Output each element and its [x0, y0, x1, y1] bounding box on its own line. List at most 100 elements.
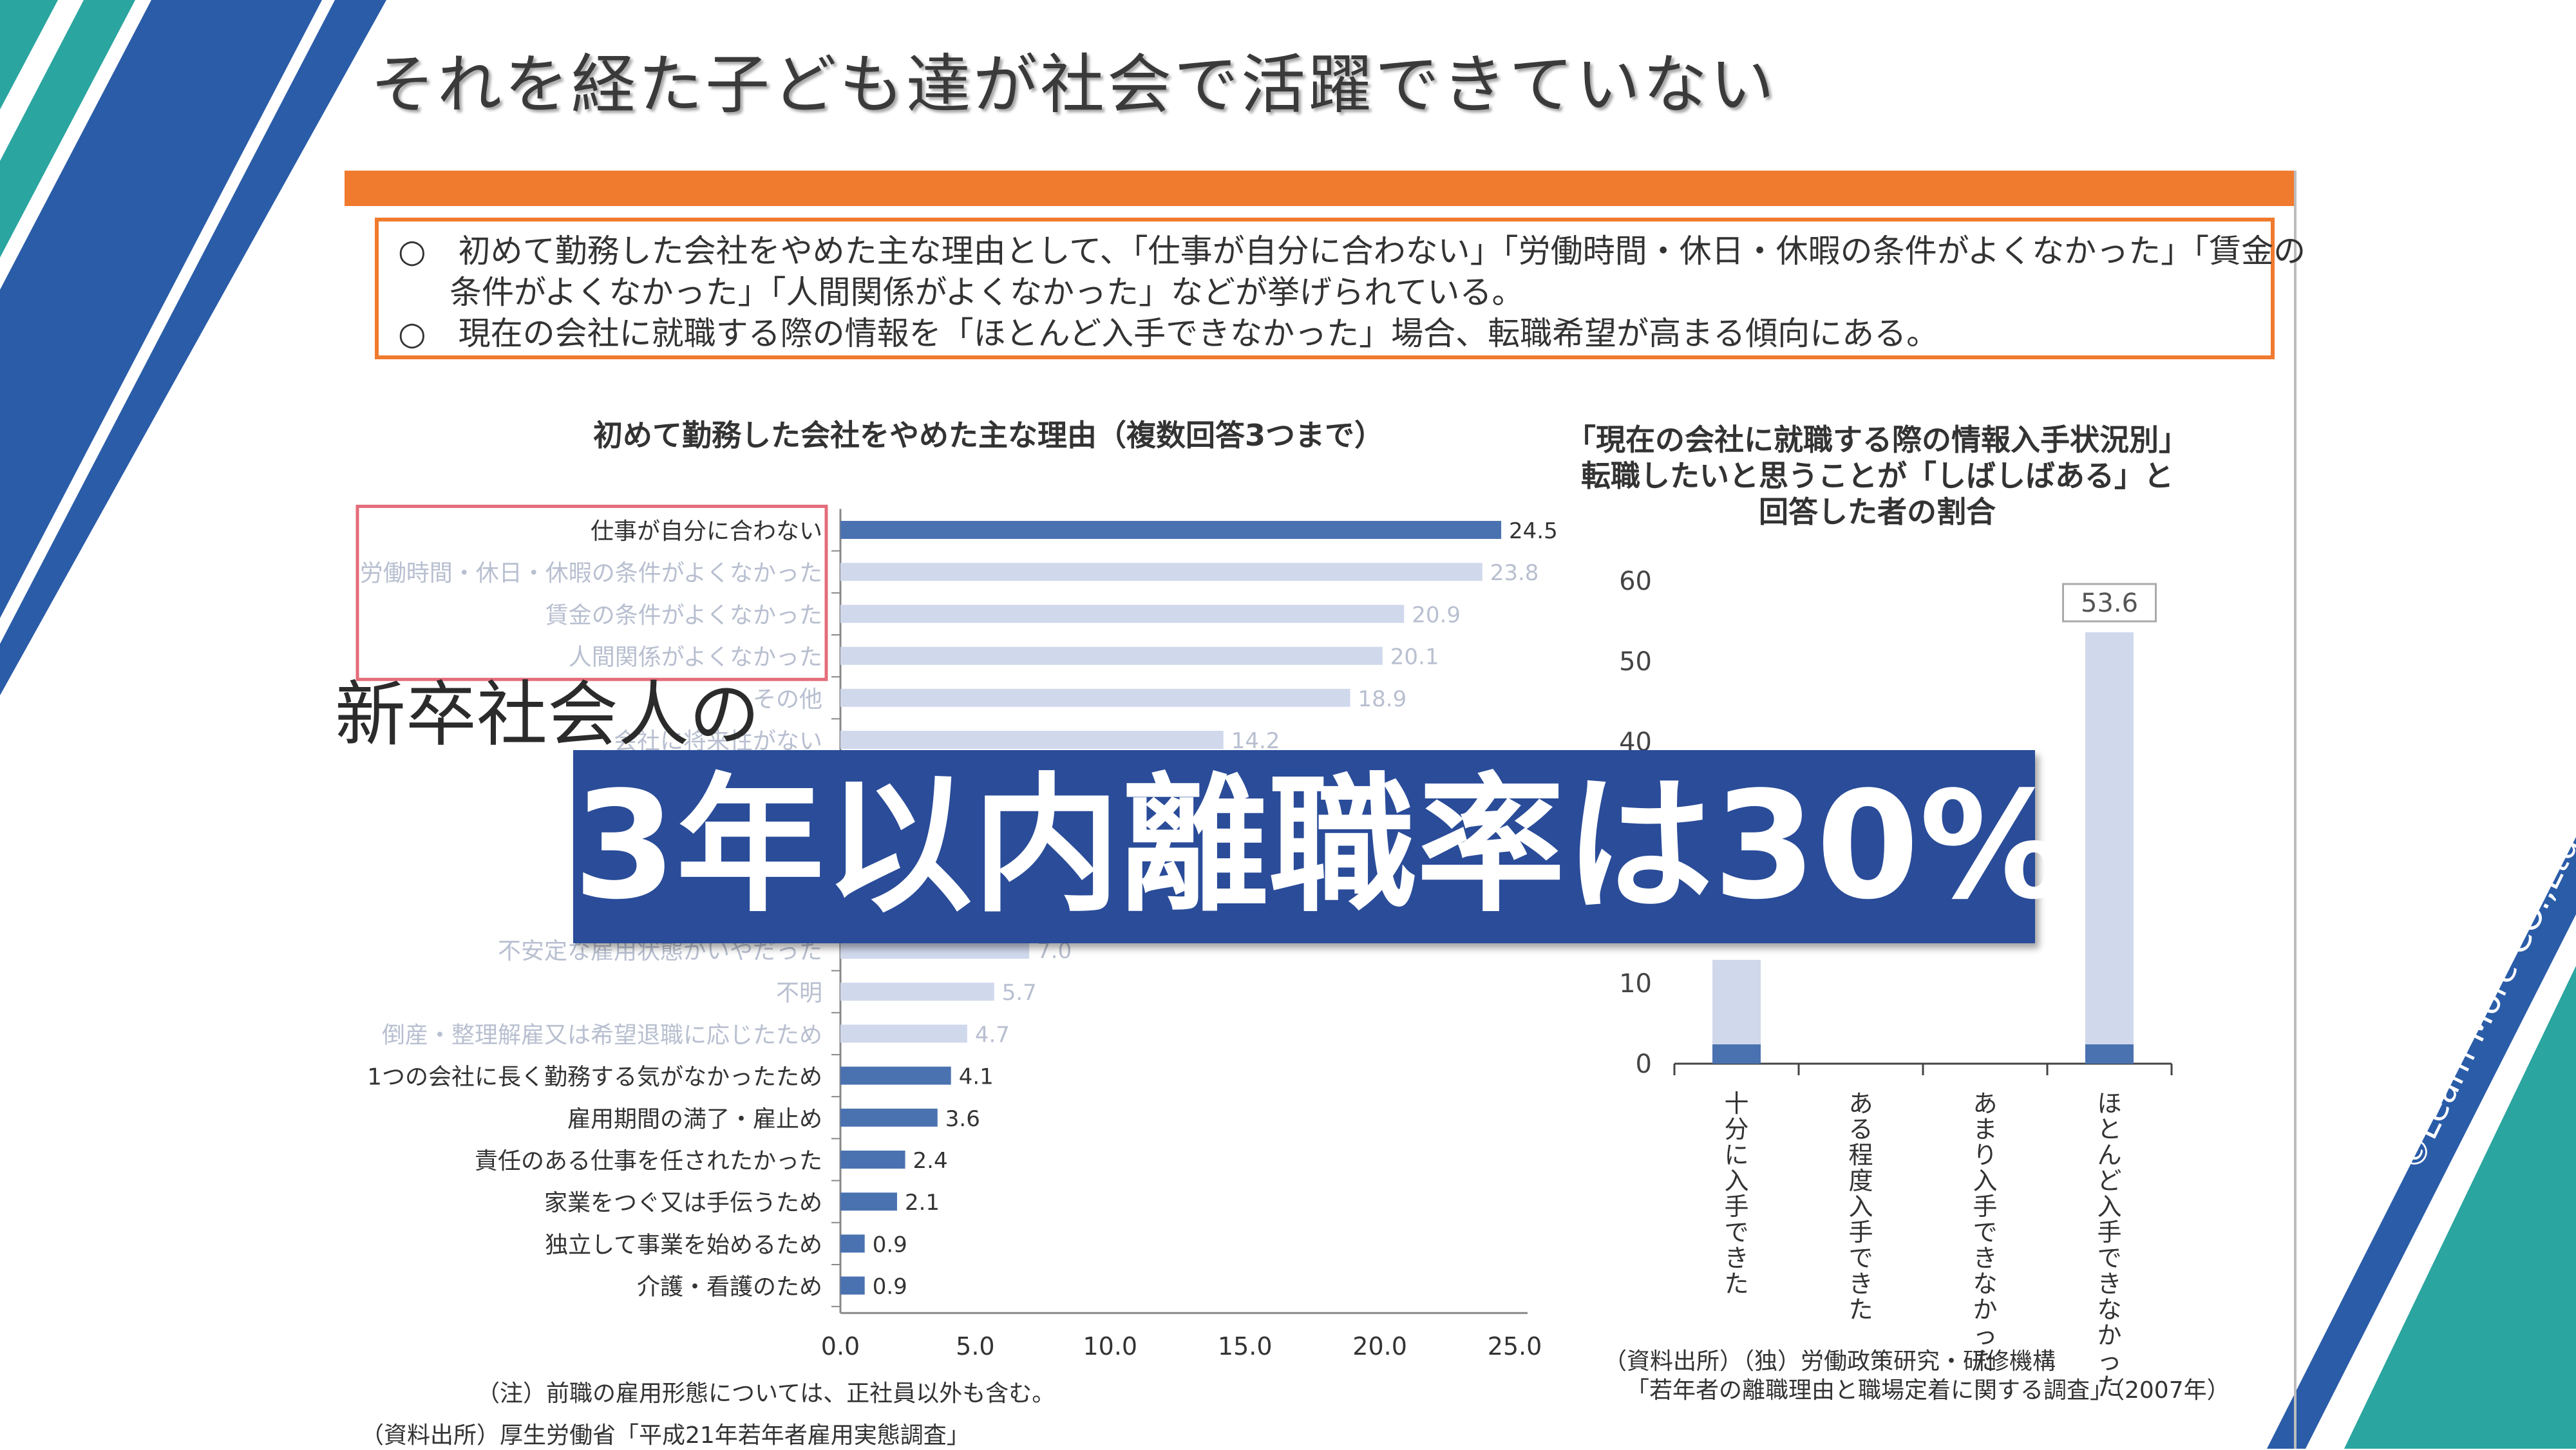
- category-label-0-char-3: 入: [1724, 1167, 1748, 1195]
- deco-stripes-right: [2267, 837, 2576, 1449]
- bar-17: [840, 1234, 865, 1253]
- category-label-3-char-1: と: [2097, 1115, 2121, 1144]
- bar-13: [840, 1066, 951, 1085]
- left-chart-source: （資料出所）厚生労働省「平成21年若年者雇用実態調査」: [361, 1422, 970, 1449]
- category-label-1-char-1: る: [1848, 1115, 1873, 1144]
- bar-16: [840, 1192, 897, 1211]
- category-label-4: その他: [753, 686, 822, 713]
- category-label-3-char-11: た: [2097, 1373, 2121, 1401]
- overlay-headline: 3年以内離職率は30%: [573, 760, 2068, 932]
- category-label-3-char-8: な: [2097, 1295, 2121, 1324]
- category-label-2-char-9: っ: [1973, 1321, 1997, 1350]
- category-label-0-char-6: き: [1724, 1244, 1748, 1272]
- category-label-18: 介護・看護のため: [637, 1274, 822, 1301]
- bar-value-label-14: 3.6: [945, 1106, 980, 1132]
- category-label-3-char-2: ん: [2097, 1141, 2121, 1169]
- category-label-0-char-0: 十: [1724, 1089, 1748, 1118]
- summary-line-2: 条件がよくなかった」「人間関係がよくなかった」などが挙げられている。: [450, 274, 1524, 311]
- right-chart-title-line-1: 「現在の会社に就職する際の情報入手状況別」: [1566, 422, 2188, 457]
- category-label-3-char-4: 入: [2097, 1192, 2121, 1221]
- category-label-12: 倒産・整理解雇又は希望退職に応じたため: [382, 1022, 822, 1048]
- bar-2: [840, 605, 1405, 623]
- category-label-15: 責任のある仕事を任されたかった: [475, 1148, 822, 1174]
- summary-box: ○ 初めて勤務した会社をやめた主な理由として、「仕事が自分に合わない」「労働時間…: [375, 218, 2306, 359]
- slide-title: それを経た子ども達が社会で活躍できていない: [370, 47, 1777, 122]
- bar-value-label-3: 20.1: [1390, 645, 1439, 670]
- bar-5: [840, 731, 1224, 749]
- bar-value-label-11: 5.7: [1002, 980, 1037, 1006]
- category-label-2-char-7: な: [1973, 1270, 1997, 1298]
- category-label-2-char-4: 手: [1973, 1192, 1997, 1221]
- summary-line-3: ○ 現在の会社に就職する際の情報を「ほとんど入手できなかった」場合、転職希望が高…: [398, 315, 1939, 352]
- category-label-1-char-7: き: [1848, 1270, 1873, 1298]
- category-label-1-char-0: あ: [1848, 1089, 1873, 1118]
- bar-12: [840, 1024, 967, 1043]
- category-label-3: 人間関係がよくなかった: [569, 645, 822, 671]
- bar-value-label-18: 0.9: [873, 1274, 907, 1300]
- bar-18: [840, 1276, 865, 1295]
- bar-base-3: [2085, 1044, 2134, 1064]
- category-label-1-char-3: 度: [1848, 1167, 1873, 1195]
- category-label-1-char-4: 入: [1848, 1192, 1873, 1221]
- bar-4: [840, 688, 1350, 707]
- right-chart-title-line-3: 回答した者の割合: [1759, 494, 1996, 529]
- category-label-2: 賃金の条件がよくなかった: [545, 602, 822, 628]
- bar-value-label-4: 18.9: [1358, 686, 1407, 712]
- bar-11: [840, 983, 994, 1001]
- bar-value-box-3: [2062, 583, 2157, 623]
- bar-value-label-13: 4.1: [959, 1064, 994, 1090]
- category-label-0: 仕事が自分に合わない: [591, 518, 822, 545]
- category-label-2-char-8: か: [1973, 1295, 1997, 1324]
- category-label-3-char-3: ど: [2097, 1167, 2121, 1195]
- category-label-0-char-5: で: [1724, 1218, 1748, 1247]
- category-label-3-char-0: ほ: [2097, 1089, 2121, 1118]
- bar-3: [840, 646, 1383, 665]
- y-tick-label-1: 10: [1619, 969, 1652, 999]
- category-label-11: 不明: [776, 980, 822, 1006]
- category-label-16: 家業をつぐ又は手伝うため: [544, 1190, 822, 1216]
- bar-value-label-1: 23.8: [1490, 560, 1539, 586]
- header-bar: [345, 171, 2296, 206]
- x-tick-label-1: 5.0: [956, 1332, 994, 1361]
- overlay-banner: [573, 750, 2035, 943]
- category-label-1-char-8: た: [1848, 1295, 1873, 1324]
- bar-14: [840, 1108, 938, 1127]
- category-label-2-char-2: り: [1973, 1141, 1997, 1169]
- y-tick-label-0: 0: [1636, 1050, 1652, 1079]
- overlay-subtitle: 新卒社会人の: [335, 673, 760, 756]
- frame-line: [2294, 171, 2297, 1449]
- right-chart-title: 「現在の会社に就職する際の情報入手状況別」 転職したいと思うことが「しばしばある…: [1539, 422, 2215, 530]
- bar-base-0: [1712, 1044, 1761, 1064]
- bar-value-label-12: 4.7: [975, 1022, 1010, 1048]
- deco-stripes-left: [0, 0, 386, 695]
- highlight-frame: [355, 504, 828, 681]
- category-label-14: 雇用期間の満了・雇止め: [567, 1106, 822, 1133]
- summary-line-1: ○ 初めて勤務した会社をやめた主な理由として、「仕事が自分に合わない」「労働時間…: [398, 232, 2306, 270]
- bar-0: [840, 521, 1502, 539]
- category-label-3-char-7: き: [2097, 1270, 2121, 1298]
- right-chart-title-line-2: 転職したいと思うことが「しばしばある」と: [1581, 458, 2174, 493]
- x-tick-label-4: 20.0: [1352, 1332, 1407, 1361]
- right-chart-source-2: 「若年者の離職理由と職場定着に関する調査」（2007年）: [1626, 1377, 2230, 1404]
- x-tick-label-5: 25.0: [1488, 1332, 1542, 1361]
- category-label-1: 労働時間・休日・休暇の条件がよくなかった: [360, 560, 822, 587]
- bar-3: [2085, 632, 2134, 1064]
- y-tick-label-6: 60: [1619, 567, 1652, 596]
- category-label-2-char-5: で: [1973, 1218, 1997, 1247]
- bar-value-label-2: 20.9: [1412, 602, 1461, 628]
- y-tick-label-5: 50: [1619, 647, 1652, 677]
- category-label-2-char-3: 入: [1973, 1167, 1997, 1195]
- right-chart-source-1: （資料出所）（独）労働政策研究・研修機構: [1604, 1348, 2056, 1375]
- category-label-0-char-7: た: [1724, 1270, 1748, 1298]
- category-label-1-char-2: 程: [1848, 1141, 1873, 1169]
- bar-value-label-17: 0.9: [873, 1232, 907, 1257]
- bar-value-label-5: 14.2: [1231, 728, 1280, 754]
- category-label-17: 独立して事業を始めるため: [545, 1232, 822, 1258]
- category-label-0-char-1: 分: [1724, 1115, 1748, 1144]
- category-label-2-char-6: き: [1973, 1244, 1997, 1272]
- bar-15: [840, 1151, 905, 1169]
- category-label-3-char-9: か: [2097, 1321, 2121, 1350]
- category-label-0-char-4: 手: [1724, 1192, 1748, 1221]
- bar-value-label-16: 2.1: [905, 1190, 940, 1216]
